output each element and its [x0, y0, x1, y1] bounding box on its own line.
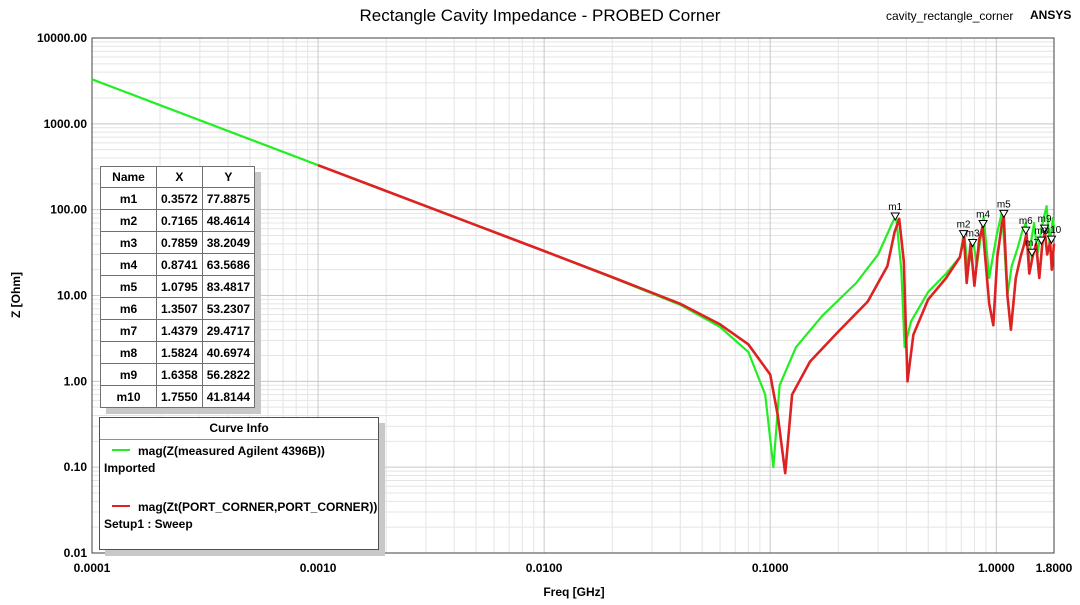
marker-label: m8: [1034, 226, 1048, 237]
curve-info-title: Curve Info: [100, 418, 378, 440]
design-name: cavity_rectangle_corner: [886, 9, 1014, 23]
header-y: Y: [201, 166, 256, 188]
marker-name-cell: m10: [100, 385, 157, 408]
marker-y-cell: 53.2307: [201, 297, 256, 320]
marker-x-cell: 1.5824: [156, 341, 203, 364]
curve-info-legend[interactable]: Curve Info mag(Z(measured Agilent 4396B)…: [99, 417, 379, 550]
marker-y-cell: 29.4717: [201, 319, 256, 342]
marker-triangle[interactable]: [1020, 226, 1031, 236]
plot-frame: [91, 37, 1055, 554]
marker-x-cell: 0.3572: [156, 187, 203, 210]
x-tick-labels: 0.0001 0.0010 0.0100 0.1000 1.0000 1.8000: [74, 561, 1073, 575]
marker-row[interactable]: m6 1.3507 53.2307: [100, 297, 256, 320]
chart-title: Rectangle Cavity Impedance - PROBED Corn…: [359, 6, 721, 25]
marker-y-cell: 40.6974: [201, 341, 256, 364]
marker-label: m6: [1019, 216, 1033, 227]
marker-row[interactable]: m10 1.7550 41.8144: [100, 385, 256, 408]
marker-triangle[interactable]: [1036, 236, 1047, 246]
marker-x-cell: 0.7165: [156, 209, 203, 232]
marker-label: m1: [888, 202, 902, 213]
header-name: Name: [100, 166, 157, 188]
marker-row[interactable]: m1 0.3572 77.8875: [100, 187, 256, 210]
legend-line-simulated: [112, 505, 130, 507]
marker-triangle[interactable]: [1027, 248, 1037, 258]
marker-name-cell: m2: [100, 209, 157, 232]
marker-name-cell: m6: [100, 297, 157, 320]
y-tick-labels: 10000.00 1000.00 100.00 10.00 1.00 0.10 0.01: [37, 31, 87, 560]
y-axis-label: Z [Ohm]: [9, 272, 23, 318]
marker-triangle[interactable]: [1046, 235, 1057, 245]
marker-row[interactable]: m5 1.0795 83.4817: [100, 275, 256, 298]
simulated-impedance-line: [317, 163, 1056, 475]
marker-row[interactable]: m8 1.5824 40.6974: [100, 341, 256, 364]
marker-name-cell: m4: [100, 253, 157, 276]
marker-name-cell: m9: [100, 363, 157, 386]
marker-triangle[interactable]: [998, 209, 1009, 219]
marker-label: m9: [1038, 214, 1052, 225]
y-tick-label: 10.00: [57, 289, 87, 303]
marker-y-cell: 77.8875: [201, 187, 256, 210]
y-tick-label: 0.01: [64, 546, 88, 560]
marker-y-cell: 48.4614: [201, 209, 256, 232]
y-tick-label: 10000.00: [37, 31, 87, 45]
marker-label: m10: [1042, 225, 1062, 236]
marker-triangle[interactable]: [1039, 224, 1050, 234]
marker-x-cell: 0.7859: [156, 231, 203, 254]
marker-row[interactable]: m9 1.6358 56.2822: [100, 363, 256, 386]
marker-x-cell: 1.4379: [156, 319, 203, 342]
marker-label: m5: [997, 199, 1011, 210]
marker-x-cell: 1.7550: [156, 385, 203, 408]
marker-triangle[interactable]: [978, 220, 988, 229]
marker-x-cell: 0.8741: [156, 253, 203, 276]
x-tick-label: 1.0000: [978, 561, 1015, 575]
marker-row[interactable]: m4 0.8741 63.5686: [100, 253, 256, 276]
y-tick-label: 100.00: [50, 203, 87, 217]
marker-label: m7: [1025, 238, 1039, 249]
legend-sub-measured: Imported: [104, 461, 156, 475]
marker-name-cell: m7: [100, 319, 157, 342]
header-x: X: [156, 166, 203, 188]
marker-label: m3: [966, 229, 980, 240]
x-tick-label: 0.0010: [300, 561, 337, 575]
marker-y-cell: 83.4817: [201, 275, 256, 298]
marker-y-cell: 63.5686: [201, 253, 256, 276]
x-tick-label: 0.0100: [526, 561, 563, 575]
legend-line-measured: [112, 449, 130, 451]
brand-logo: ANSYS: [1030, 8, 1072, 22]
marker-name-cell: m1: [100, 187, 157, 210]
legend-sub-simulated: Setup1 : Sweep: [104, 517, 193, 531]
marker-x-cell: 1.3507: [156, 297, 203, 320]
marker-name-cell: m8: [100, 341, 157, 364]
x-tick-label: 1.8000: [1036, 561, 1073, 575]
series-layer: [91, 78, 1056, 475]
marker-row[interactable]: m2 0.7165 48.4614: [100, 209, 256, 232]
y-tick-label: 0.10: [64, 460, 88, 474]
marker-triangle[interactable]: [890, 212, 901, 221]
marker-y-cell: 38.2049: [201, 231, 256, 254]
marker-label: m2: [957, 220, 971, 231]
y-tick-label: 1000.00: [44, 117, 88, 131]
marker-triangle[interactable]: [967, 239, 978, 248]
marker-triangle[interactable]: [958, 230, 969, 239]
x-axis-label: Freq [GHz]: [543, 585, 605, 599]
marker-y-cell: 41.8144: [201, 385, 256, 408]
y-tick-label: 1.00: [64, 374, 88, 388]
marker-x-cell: 1.0795: [156, 275, 203, 298]
marker-x-cell: 1.6358: [156, 363, 203, 386]
marker-table-header: Name X Y: [100, 166, 256, 188]
marker-row[interactable]: m7 1.4379 29.4717: [100, 319, 256, 342]
legend-label-simulated: mag(Zt(PORT_CORNER,PORT_CORNER)): [138, 500, 378, 514]
x-tick-label: 0.1000: [752, 561, 789, 575]
legend-label-measured: mag(Z(measured Agilent 4396B)): [138, 444, 325, 458]
x-tick-label: 0.0001: [74, 561, 111, 575]
marker-name-cell: m3: [100, 231, 157, 254]
marker-name-cell: m5: [100, 275, 157, 298]
marker-table[interactable]: Name X Y m1 0.3572 77.8875 m2 0.7165 48.4614 m…: [100, 166, 256, 408]
marker-label: m4: [976, 210, 990, 221]
marker-row[interactable]: m3 0.7859 38.2049: [100, 231, 256, 254]
marker-y-cell: 56.2822: [201, 363, 256, 386]
